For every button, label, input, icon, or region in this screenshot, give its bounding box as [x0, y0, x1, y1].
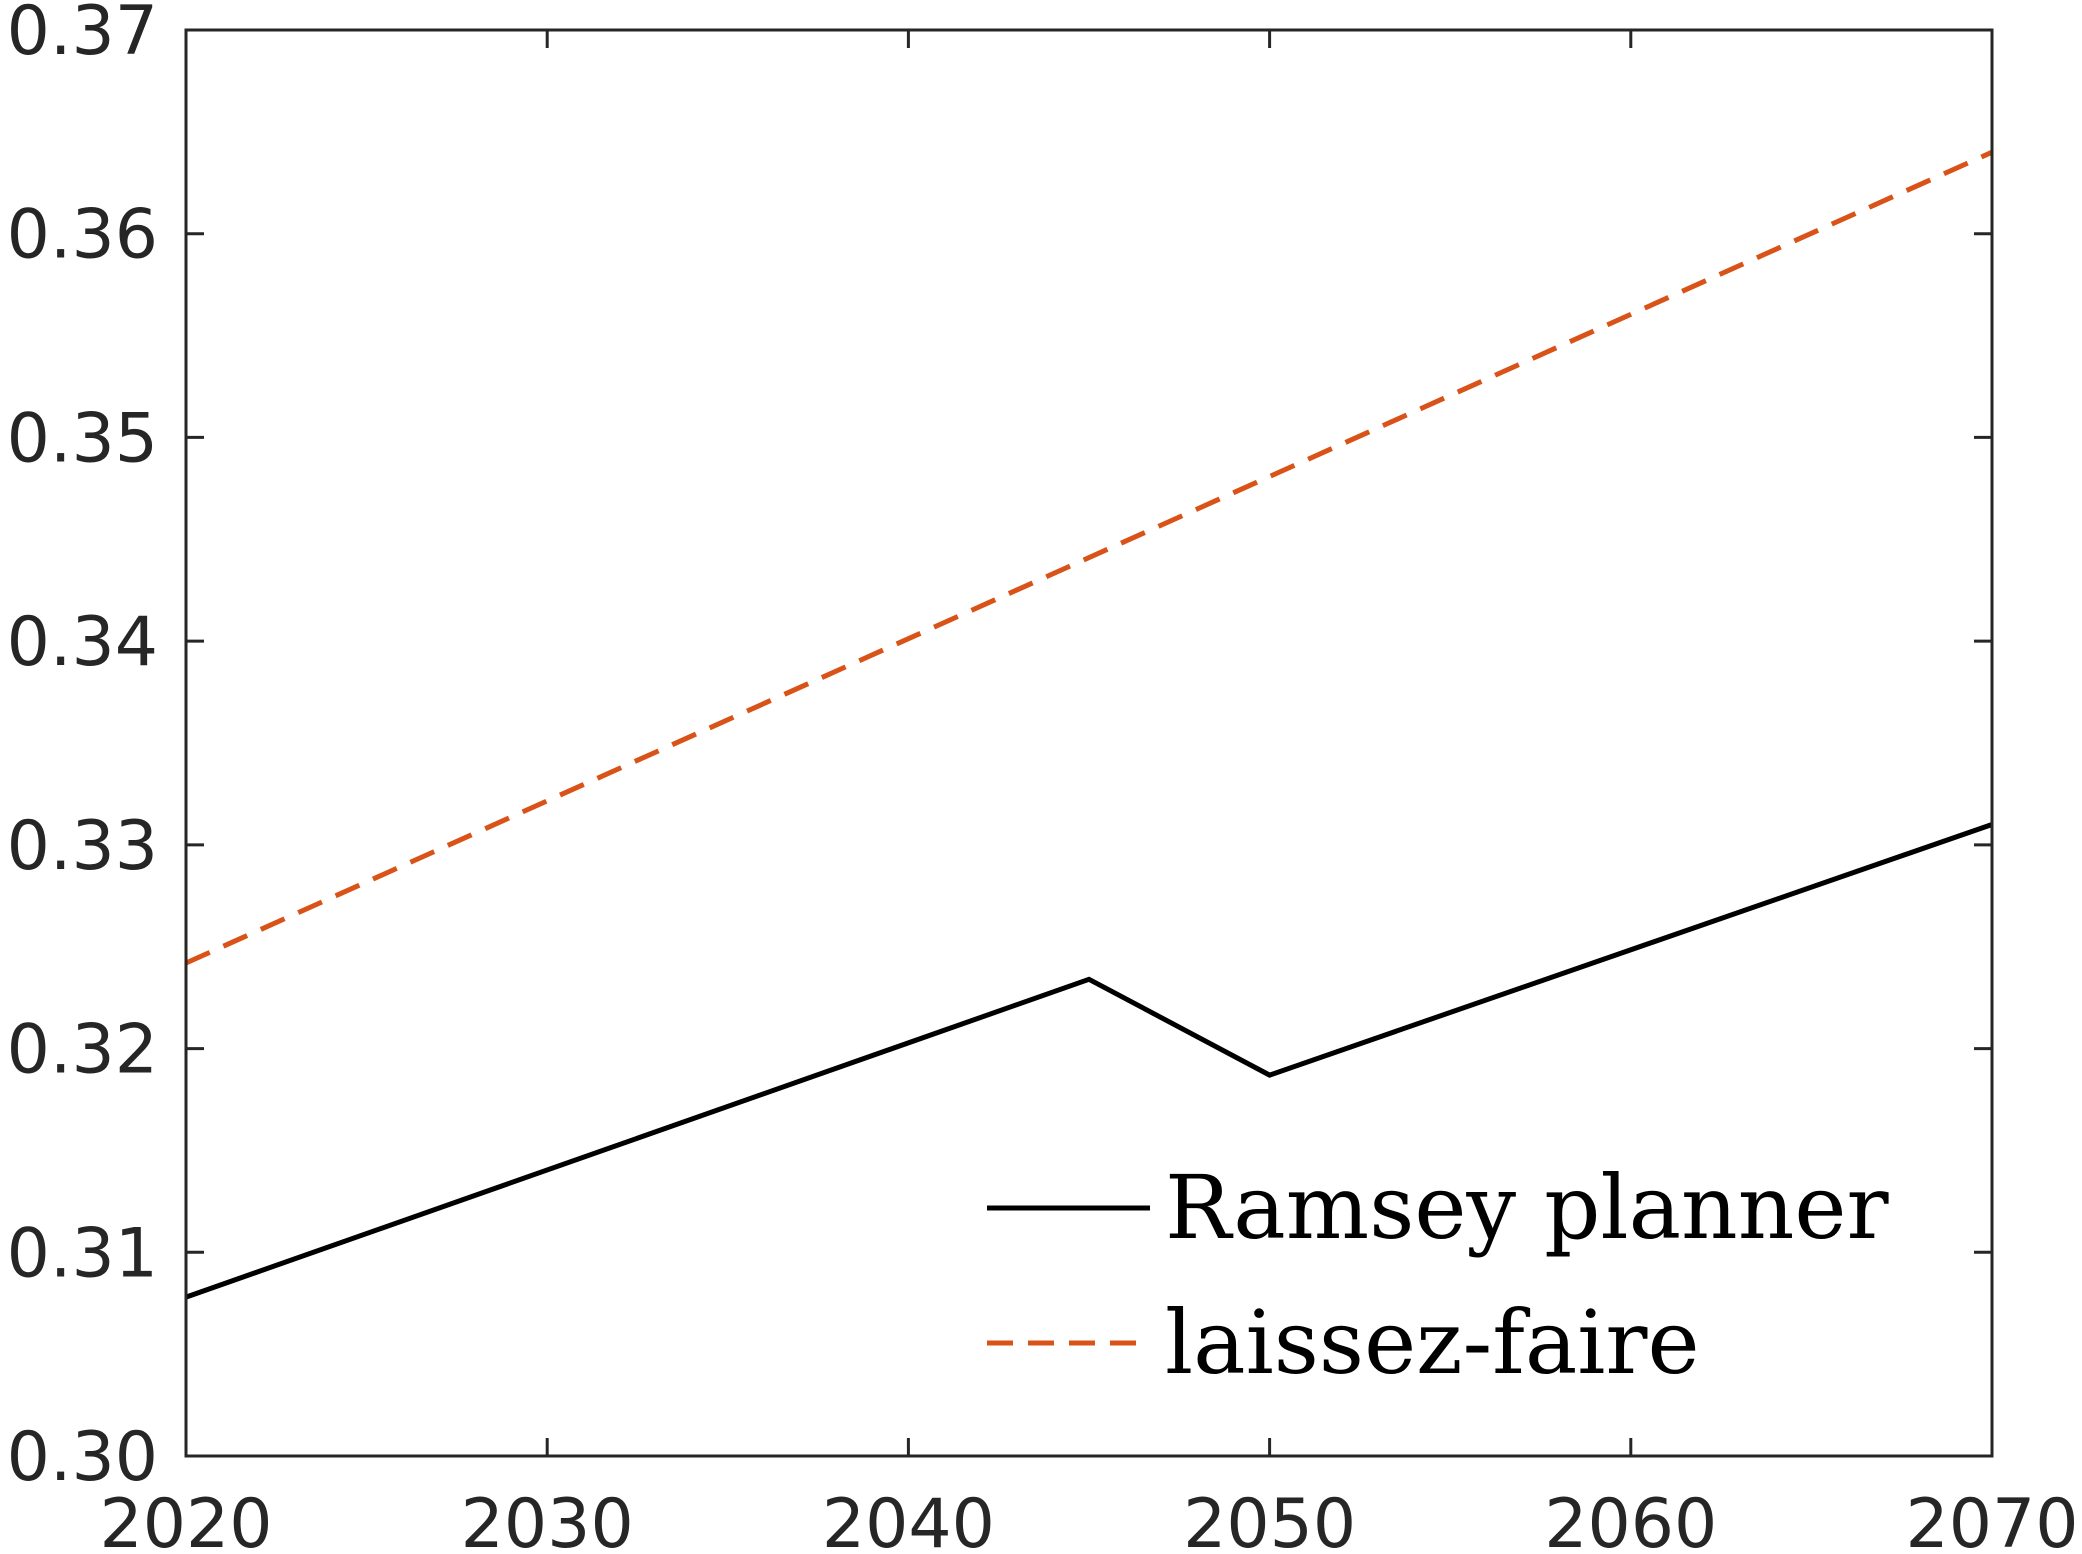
x-tick-label: 2020 [99, 1485, 272, 1554]
legend-label: Ramsey planner [1165, 1156, 1889, 1259]
x-tick-label: 2030 [461, 1485, 634, 1554]
y-tick-label: 0.37 [7, 0, 158, 71]
y-tick-label: 0.35 [7, 399, 158, 478]
legend-label: laissez-faire [1165, 1291, 1700, 1394]
x-tick-label: 2060 [1544, 1485, 1717, 1554]
y-tick-label: 0.34 [7, 603, 158, 682]
y-tick-label: 0.32 [7, 1011, 158, 1090]
plot-area [186, 30, 1992, 1456]
plot-frame [184, 28, 1994, 1458]
series-layer [184, 149, 1994, 1300]
legend: Ramsey planner laissez-faire [987, 1156, 1889, 1394]
y-tick-label: 0.31 [7, 1214, 158, 1293]
x-tick-label: 2070 [1905, 1485, 2078, 1554]
y-tick-label: 0.30 [7, 1418, 158, 1497]
x-axis-tick-labels: 2020 2030 2040 2050 2060 2070 [99, 1485, 2078, 1554]
x-tick-label: 2040 [822, 1485, 995, 1554]
y-axis-tick-labels: 0.30 0.31 0.32 0.33 0.34 0.35 0.36 0.37 [7, 0, 158, 1497]
series-line-ramsey-planner [185, 822, 1993, 1300]
y-tick-label: 0.36 [7, 196, 158, 275]
x-tick-label: 2050 [1183, 1485, 1356, 1554]
series-line-laissez-faire [184, 149, 1994, 966]
y-tick-label: 0.33 [7, 807, 158, 886]
